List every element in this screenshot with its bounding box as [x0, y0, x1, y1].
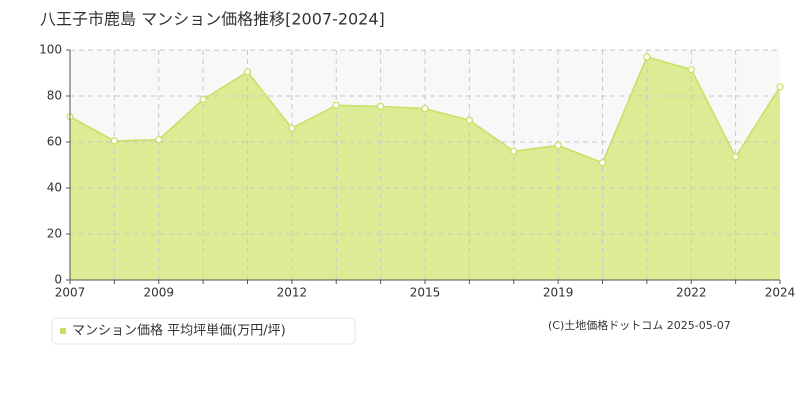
y-tick-label: 60 — [47, 135, 62, 149]
point — [732, 153, 740, 161]
point — [243, 68, 252, 76]
point — [687, 65, 695, 74]
point — [776, 83, 784, 91]
point — [377, 102, 385, 110]
y-tick-label: 100 — [39, 43, 62, 57]
x-tick-label: 2022 — [676, 286, 707, 300]
point — [465, 116, 473, 124]
point — [155, 136, 163, 144]
point — [199, 95, 207, 104]
legend-box — [51, 317, 356, 345]
x-tick-label: 2015 — [410, 286, 441, 300]
point — [643, 53, 651, 61]
legend-swatch — [60, 328, 66, 334]
point — [421, 105, 429, 113]
point — [332, 101, 340, 109]
y-tick-label: 0 — [54, 273, 62, 287]
y-tick-label: 80 — [47, 89, 62, 103]
x-tick-label: 2019 — [543, 286, 574, 300]
point — [554, 141, 562, 150]
x-tick-label: 2024 — [765, 286, 796, 300]
x-tick-label: 2007 — [55, 286, 86, 300]
credit: (C)土地価格ドットコム 2025-05-07 — [548, 318, 731, 332]
point — [510, 147, 518, 155]
legend-label: マンション価格 平均坪単価(万円/坪) — [72, 323, 286, 339]
point — [598, 159, 607, 167]
x-tick-label: 2009 — [143, 286, 174, 300]
chart-title: 八王子市鹿島 マンション価格推移[2007-2024] — [40, 10, 385, 29]
y-tick-label: 40 — [47, 181, 62, 195]
y-tick-label: 20 — [47, 227, 62, 241]
point — [110, 137, 118, 145]
x-tick-label: 2012 — [277, 286, 308, 300]
point — [288, 124, 296, 132]
